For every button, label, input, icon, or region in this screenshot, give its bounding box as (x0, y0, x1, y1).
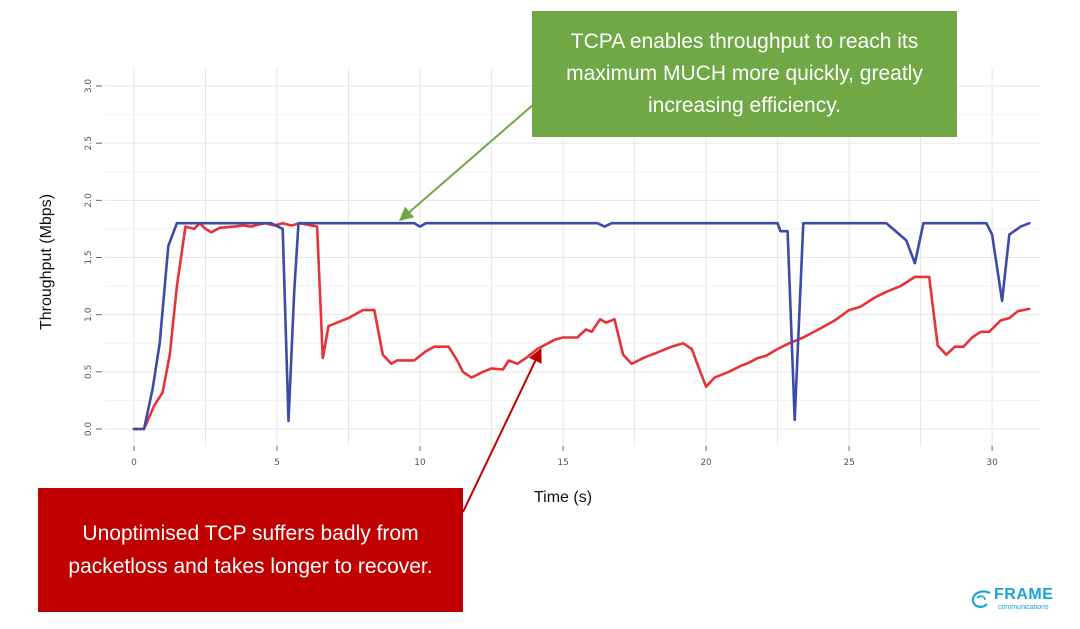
tcp-callout-arrow (462, 348, 542, 513)
y-tick-label: 0.5 (84, 365, 94, 379)
axes: 0.0 0.5 1.0 1.5 2.0 2.5 3.0 0 5 10 15 20 25 30 (84, 79, 998, 468)
series-line-tcpa (132, 221, 1031, 431)
y-tick-label: 0.0 (84, 422, 94, 437)
frame-logo: FRAME communications (968, 586, 1068, 616)
y-tick-label: 2.0 (84, 193, 94, 208)
x-tick-label: 25 (843, 458, 854, 468)
x-tick-label: 15 (557, 458, 568, 468)
series-line-tcp (132, 221, 1031, 431)
x-axis-title: Time (s) (534, 489, 592, 506)
logo-subtitle: communications (998, 604, 1049, 611)
y-tick-label: 1.0 (84, 307, 94, 322)
logo-swirl-icon (971, 590, 991, 608)
y-tick-label: 2.5 (84, 136, 94, 150)
x-tick-label: 0 (131, 458, 137, 468)
tcp-callout-text: Unoptimised TCP suffers badly from packe… (68, 522, 433, 578)
tcp-callout-box: Unoptimised TCP suffers badly from packe… (38, 488, 463, 612)
series-layer (132, 221, 1031, 431)
logo-wordmark: FRAME (994, 586, 1054, 603)
x-tick-label: 10 (414, 458, 426, 468)
y-tick-label: 1.5 (84, 250, 94, 264)
y-tick-label: 3.0 (84, 79, 94, 94)
callout-arrows (399, 103, 542, 513)
tcpa-callout-box: TCPA enables throughput to reach its max… (532, 11, 957, 137)
y-axis-title: Throughput (Mbps) (38, 194, 55, 330)
x-tick-label: 30 (986, 458, 998, 468)
tcpa-callout-arrow (399, 103, 535, 222)
x-tick-label: 5 (274, 458, 280, 468)
x-tick-label: 20 (700, 458, 712, 468)
tcpa-callout-text: TCPA enables throughput to reach its max… (566, 30, 923, 117)
